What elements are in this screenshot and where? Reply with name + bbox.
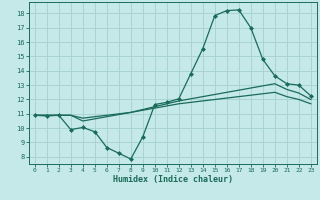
X-axis label: Humidex (Indice chaleur): Humidex (Indice chaleur): [113, 175, 233, 184]
